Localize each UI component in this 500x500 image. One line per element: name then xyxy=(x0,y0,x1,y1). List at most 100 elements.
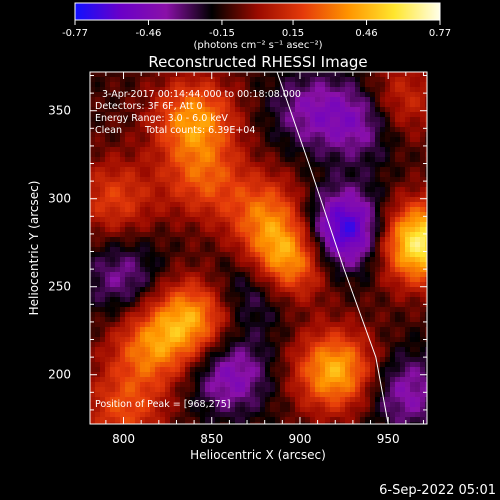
heatmap-cell xyxy=(180,402,186,408)
heatmap-cell xyxy=(315,312,321,318)
heatmap-cell xyxy=(300,222,306,228)
heatmap-cell xyxy=(395,72,401,78)
heatmap-cell xyxy=(135,197,141,203)
heatmap-cell xyxy=(165,382,171,388)
heatmap-cell xyxy=(275,107,281,113)
heatmap-cell xyxy=(155,332,161,338)
heatmap-cell xyxy=(310,212,316,218)
heatmap-cell xyxy=(160,277,166,283)
heatmap-cell xyxy=(110,352,116,358)
heatmap-cell xyxy=(120,237,126,243)
heatmap-cell xyxy=(200,212,206,218)
heatmap-cell xyxy=(305,222,311,228)
heatmap-cell xyxy=(150,77,156,83)
heatmap-cell xyxy=(345,97,351,103)
heatmap-cell xyxy=(295,237,301,243)
heatmap-cell xyxy=(145,302,151,308)
heatmap-cell xyxy=(175,147,181,153)
heatmap-cell xyxy=(350,392,356,398)
heatmap-cell xyxy=(110,252,116,258)
heatmap-cell xyxy=(240,282,246,288)
heatmap-cell xyxy=(225,317,231,323)
heatmap-cell xyxy=(150,292,156,298)
heatmap-cell xyxy=(325,232,331,238)
heatmap-cell xyxy=(105,177,111,183)
heatmap-cell xyxy=(175,347,181,353)
heatmap-cell xyxy=(225,167,231,173)
heatmap-cell xyxy=(240,192,246,198)
heatmap-cell xyxy=(405,152,411,158)
heatmap-cell xyxy=(315,77,321,83)
heatmap-cell xyxy=(405,147,411,153)
heatmap-cell xyxy=(95,357,101,363)
heatmap-cell xyxy=(285,152,291,158)
heatmap-cell xyxy=(385,397,391,403)
heatmap-cell xyxy=(390,72,396,78)
heatmap-cell xyxy=(265,337,271,343)
heatmap-cell xyxy=(100,422,106,424)
heatmap-cell xyxy=(420,362,426,368)
heatmap-cell xyxy=(385,372,391,378)
heatmap-cell xyxy=(225,127,231,133)
heatmap-cell xyxy=(240,392,246,398)
heatmap-cell xyxy=(270,322,276,328)
heatmap-cell xyxy=(370,417,376,423)
heatmap-cell xyxy=(410,287,416,293)
heatmap-cell xyxy=(240,152,246,158)
heatmap-cell xyxy=(125,372,131,378)
heatmap-cell xyxy=(420,197,426,203)
heatmap-cell xyxy=(170,287,176,293)
heatmap-cell xyxy=(115,372,121,378)
heatmap-cell xyxy=(390,252,396,258)
heatmap-cell xyxy=(355,192,361,198)
heatmap-cell xyxy=(390,392,396,398)
colorbar-tick-label: 0.46 xyxy=(355,28,377,39)
heatmap-cell xyxy=(340,82,346,88)
heatmap-cell xyxy=(320,162,326,168)
heatmap-cell xyxy=(300,82,306,88)
heatmap-cell xyxy=(115,132,121,138)
heatmap-cell xyxy=(360,262,366,268)
heatmap-cell xyxy=(315,257,321,263)
heatmap-cell xyxy=(355,407,361,413)
heatmap-cell xyxy=(325,262,331,268)
heatmap-cell xyxy=(310,122,316,128)
heatmap-cell xyxy=(270,407,276,413)
heatmap-cell xyxy=(110,362,116,368)
heatmap-cell xyxy=(335,417,341,423)
heatmap-cell xyxy=(375,362,381,368)
heatmap-cell xyxy=(395,127,401,133)
heatmap-cell xyxy=(260,172,266,178)
heatmap-cell xyxy=(130,287,136,293)
heatmap-cell xyxy=(255,332,261,338)
heatmap-cell xyxy=(200,357,206,363)
heatmap-cell xyxy=(130,317,136,323)
heatmap-cell xyxy=(140,252,146,258)
heatmap-cell xyxy=(310,232,316,238)
heatmap-cell xyxy=(160,397,166,403)
heatmap-cell xyxy=(240,347,246,353)
heatmap-cell xyxy=(175,237,181,243)
heatmap-cell xyxy=(415,272,421,278)
heatmap-cell xyxy=(355,92,361,98)
heatmap-cell xyxy=(205,372,211,378)
heatmap-cell xyxy=(100,292,106,298)
heatmap-cell xyxy=(235,302,241,308)
heatmap-cell xyxy=(345,287,351,293)
heatmap-cell xyxy=(290,197,296,203)
heatmap-cell xyxy=(360,202,366,208)
heatmap-cell xyxy=(350,277,356,283)
heatmap-cell xyxy=(145,152,151,158)
heatmap-cell xyxy=(135,77,141,83)
heatmap-cell xyxy=(230,267,236,273)
heatmap-cell xyxy=(365,122,371,128)
heatmap-cell xyxy=(400,117,406,123)
heatmap-cell xyxy=(305,297,311,303)
heatmap-cell xyxy=(310,227,316,233)
heatmap-cell xyxy=(395,222,401,228)
heatmap-cell xyxy=(270,387,276,393)
heatmap-cell xyxy=(140,372,146,378)
heatmap-cell xyxy=(190,322,196,328)
heatmap-cell xyxy=(285,412,291,418)
heatmap-cell xyxy=(270,107,276,113)
